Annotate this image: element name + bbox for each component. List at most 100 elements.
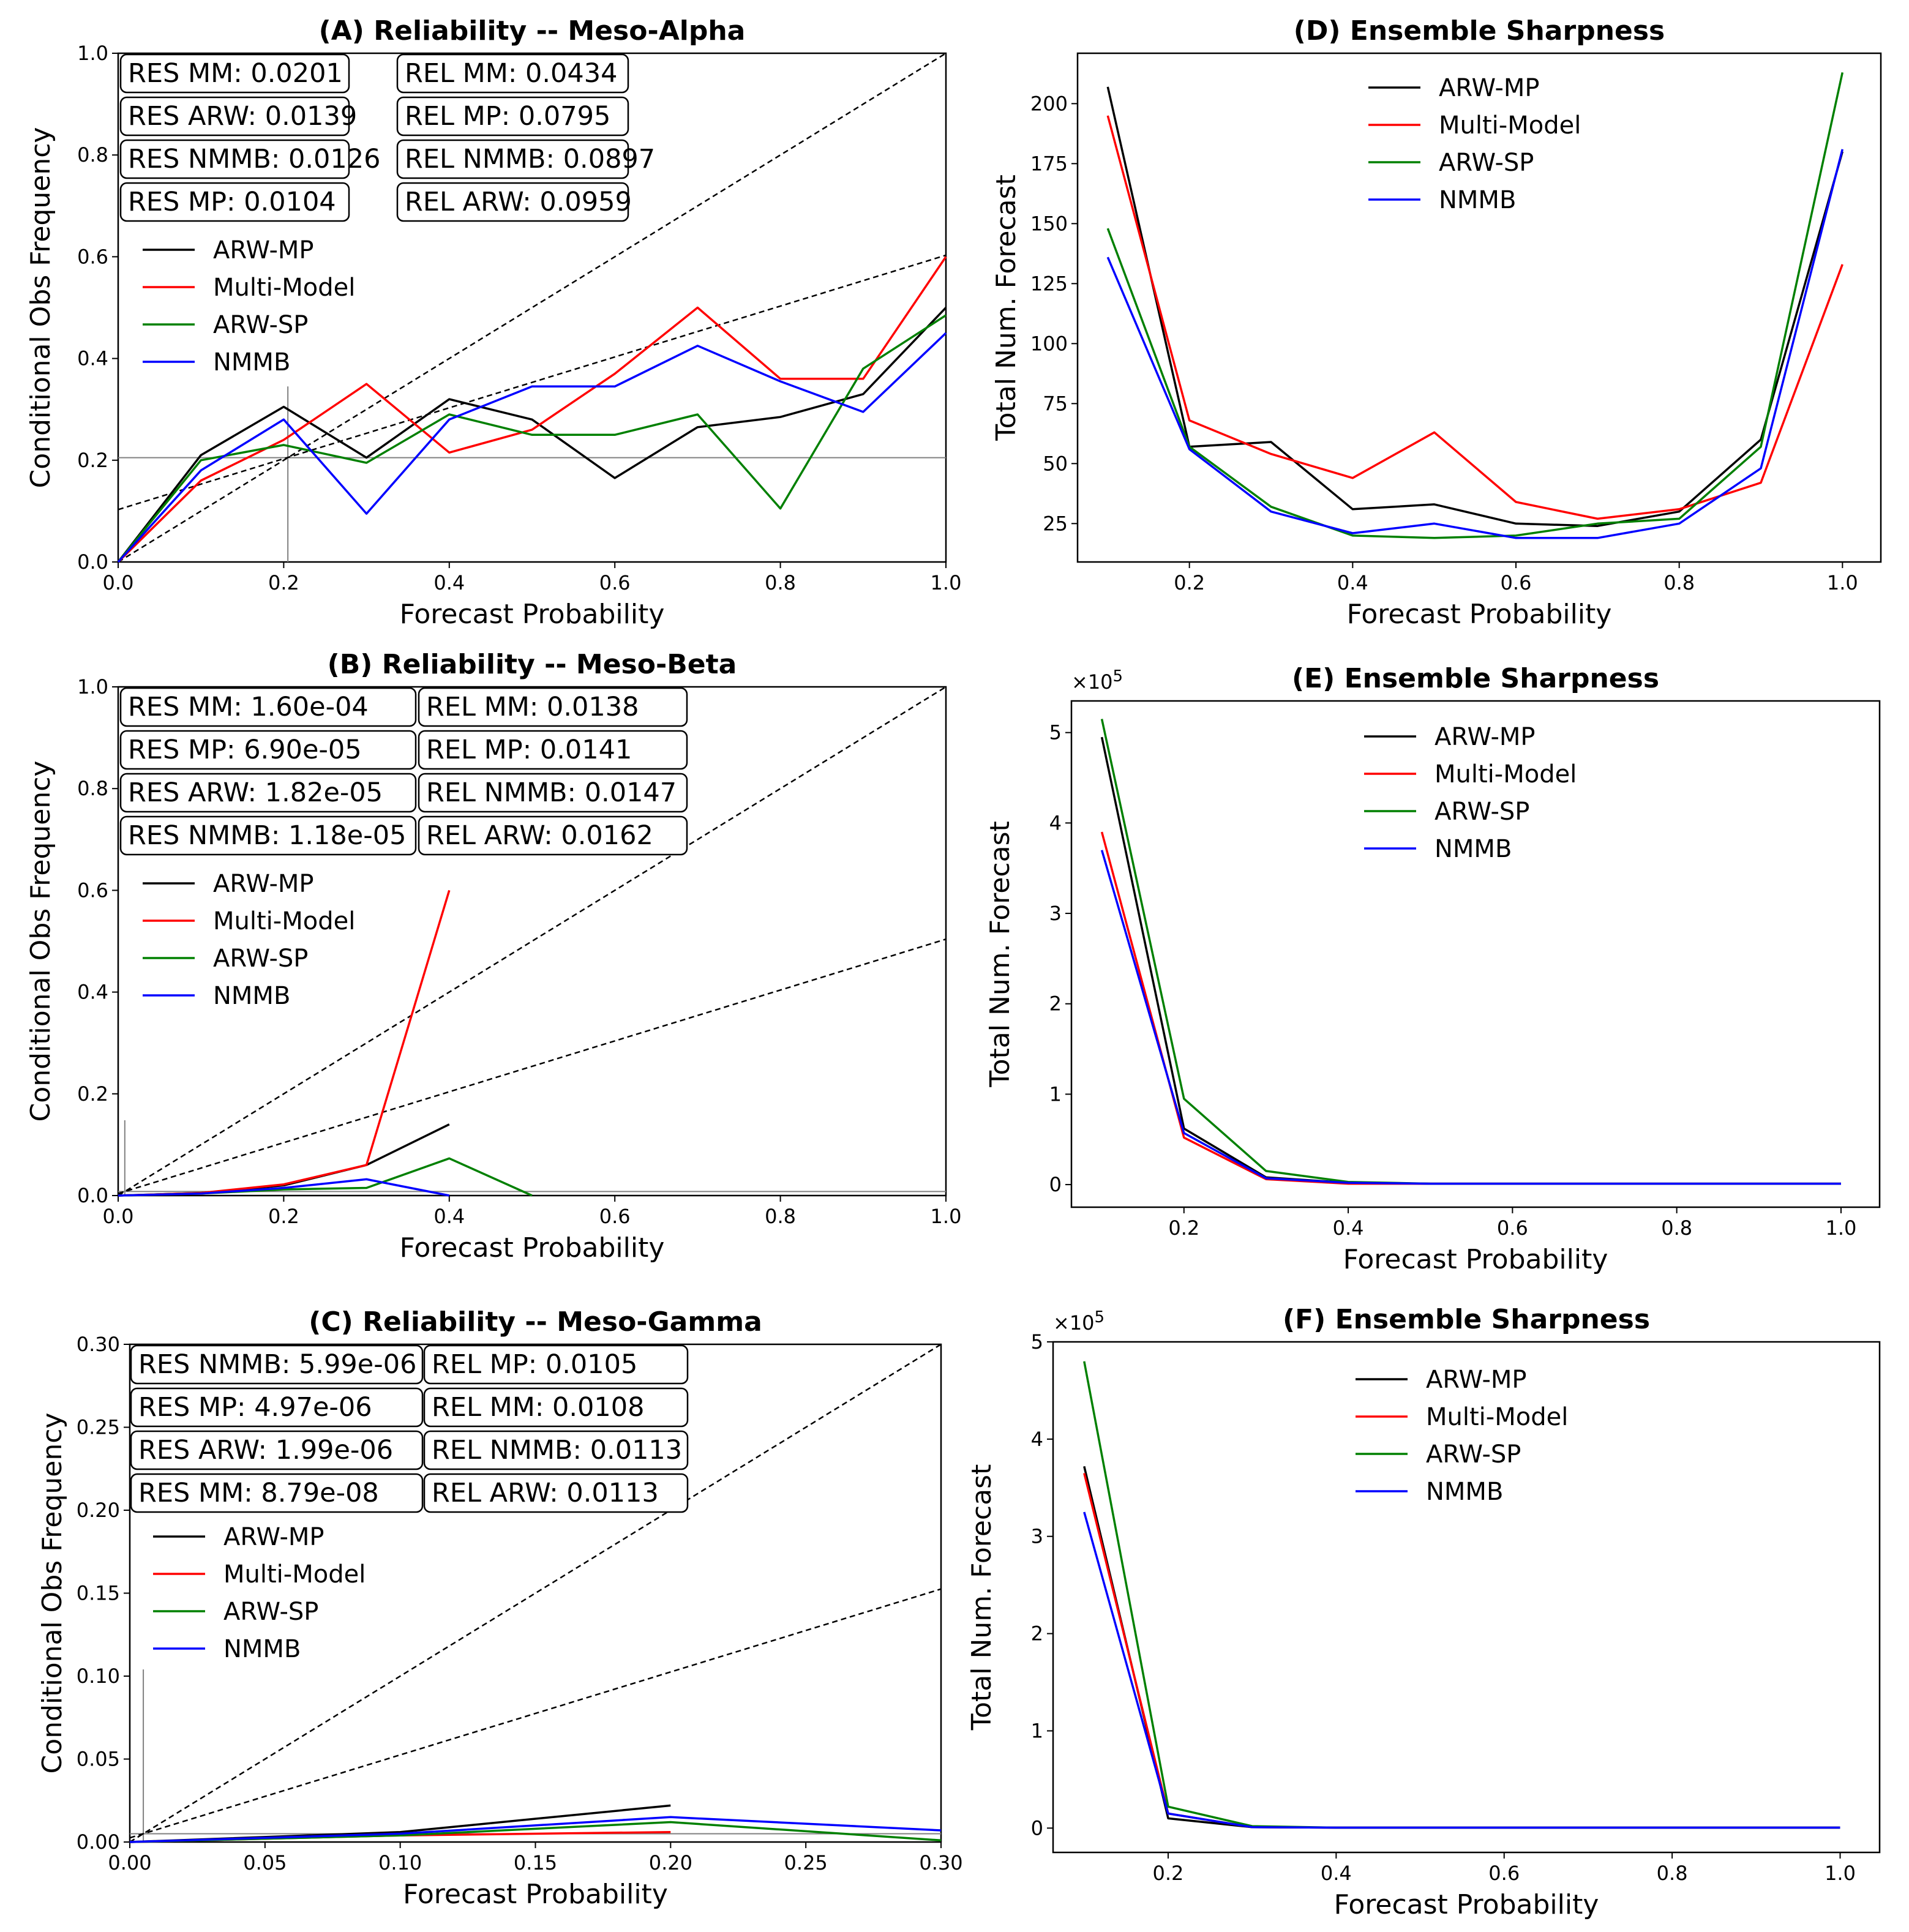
panel-d-legend-label: NMMB (1439, 186, 1516, 214)
panel-f-series-nmmb (1083, 1511, 1840, 1829)
panel-d-ytick-label: 75 (1043, 392, 1068, 415)
panel-b-rel-text: REL MM: 0.0138 (426, 692, 639, 722)
panel-b-series-nmmb (118, 1178, 450, 1197)
panel-e-title: (E) Ensemble Sharpness (1292, 663, 1659, 694)
panel-f-ytick-label: 0 (1031, 1816, 1043, 1840)
panel-b-xtick-label: 0.0 (103, 1205, 134, 1228)
panel-b-legend-label: NMMB (213, 982, 290, 1010)
panel-c-res-text: RES ARW: 1.99e-06 (138, 1435, 393, 1466)
panel-c-res-text: RES MM: 8.79e-08 (138, 1478, 379, 1508)
panel-a-series-arw-mp (117, 307, 947, 563)
panel-a-title: (A) Reliability -- Meso-Alpha (319, 15, 746, 47)
panel-b-title: (B) Reliability -- Meso-Beta (328, 649, 737, 680)
panel-d-xtick-label: 0.8 (1663, 571, 1695, 594)
panel-a-legend-label: ARW-SP (213, 311, 308, 339)
panel-a-res-text: RES MM: 0.0201 (128, 58, 343, 89)
panel-a-xtick-label: 0.2 (268, 571, 299, 594)
panel-d: (D) Ensemble Sharpness 0.2 0.4 0.6 0.8 1.0 25 5… (991, 15, 1882, 630)
panel-d-xtick-label: 0.4 (1337, 571, 1368, 594)
panel-e: (E) Ensemble Sharpness 0.2 0.4 0.6 0.8 1.0 0 1 2… (985, 663, 1881, 1275)
panel-c-ytick-label: 0.10 (77, 1664, 120, 1688)
panel-b-xtick-label: 0.6 (599, 1205, 631, 1228)
panel-c-rel-text: REL NMMB: 0.0113 (432, 1435, 682, 1466)
panel-e-scale-exponent: 5 (1113, 667, 1123, 686)
panel-a-no-skill-line (118, 254, 947, 511)
panel-a-rel-box (396, 96, 629, 137)
panel-c-rel-text: REL MM: 0.0108 (432, 1392, 645, 1423)
panel-e-ytick-label: 0 (1049, 1173, 1062, 1196)
panel-c-res-box (130, 1430, 424, 1470)
panel-d-legend-label: ARW-MP (1439, 74, 1540, 102)
panel-d-xtick-label: 1.0 (1827, 571, 1858, 594)
panel-d-xtick-label: 0.2 (1174, 571, 1205, 594)
panel-f-xtick-label: 0.6 (1488, 1862, 1520, 1885)
panel-a-rel-text: REL ARW: 0.0959 (405, 187, 632, 217)
panel-c: (C) Reliability -- Meso-Gamma 0.00 0.05 0.1… (37, 1306, 963, 1910)
panel-a-ytick-label: 1.0 (77, 42, 108, 65)
panel-d-ytick-label: 150 (1030, 212, 1068, 235)
panel-c-rel-box (423, 1344, 689, 1385)
panel-b-xlabel: Forecast Probability (400, 1232, 665, 1264)
panel-c-legend-label: NMMB (223, 1635, 301, 1663)
panel-c-ytick-label: 0.00 (77, 1830, 120, 1854)
panel-c-xtick-label: 0.10 (378, 1851, 422, 1874)
panel-c-rel-text: REL MP: 0.0105 (432, 1349, 637, 1380)
panel-b-legend-label: ARW-SP (213, 945, 308, 973)
panel-d-ytick-label: 125 (1030, 272, 1068, 295)
panel-d-ytick-label: 100 (1030, 332, 1068, 355)
panel-b-rel-text: REL ARW: 0.0162 (426, 820, 653, 851)
panel-f-title: (F) Ensemble Sharpness (1283, 1304, 1650, 1335)
panel-f-ytick-label: 3 (1031, 1525, 1043, 1548)
panel-e-xtick-label: 0.4 (1333, 1216, 1364, 1240)
panel-c-ylabel: Conditional Obs Frequency (37, 1413, 68, 1774)
panel-a-legend-label: ARW-MP (213, 236, 314, 264)
panel-d-ytick-label: 175 (1030, 152, 1068, 175)
panel-e-axes-frame (1070, 700, 1881, 1208)
panel-e-xtick-label: 0.8 (1661, 1216, 1692, 1240)
panel-f-xtick-label: 1.0 (1825, 1862, 1856, 1885)
panel-e-ytick-label: 5 (1049, 721, 1062, 744)
panel-a-ylabel: Conditional Obs Frequency (25, 127, 56, 489)
panel-a-rel-text: REL NMMB: 0.0897 (405, 144, 655, 174)
panel-b-ylabel: Conditional Obs Frequency (25, 761, 56, 1122)
panel-a-ytick-label: 0.6 (77, 245, 108, 268)
panel-b-res-box (119, 687, 417, 727)
panel-a-rel-text: REL MM: 0.0434 (405, 58, 618, 89)
panel-c-res-box (130, 1387, 424, 1428)
panel-a-xlabel: Forecast Probability (400, 599, 665, 630)
panel-e-legend-label: NMMB (1435, 835, 1512, 863)
panel-b-xtick-label: 0.4 (433, 1205, 465, 1228)
panel-c-rel-box (423, 1473, 689, 1513)
panel-e-ytick-label: 1 (1049, 1082, 1062, 1106)
panel-c-xtick-label: 0.20 (649, 1851, 692, 1874)
panel-d-axes-frame (1076, 52, 1882, 563)
panel-b-rel-box (418, 730, 688, 770)
panel-d-legend-label: Multi-Model (1439, 111, 1581, 140)
panel-f-xtick-label: 0.2 (1153, 1862, 1184, 1885)
panel-a-rel-box (396, 139, 629, 179)
panel-c-series-nmmb (129, 1816, 942, 1843)
panel-c-res-box (130, 1473, 424, 1513)
panel-b-ytick-label: 0.4 (77, 981, 108, 1004)
panel-c-ytick-label: 0.15 (77, 1582, 120, 1605)
panel-c-title: (C) Reliability -- Meso-Gamma (309, 1306, 762, 1338)
panel-a-xtick-label: 1.0 (931, 571, 962, 594)
panel-a-res-text: RES MP: 0.0104 (128, 187, 336, 217)
panel-b-res-box (119, 773, 417, 813)
panel-b-legend-label: ARW-MP (213, 870, 314, 898)
panel-a-xtick-label: 0.6 (599, 571, 631, 594)
panel-a-legend-label: NMMB (213, 348, 290, 376)
panel-b-res-box (119, 815, 417, 856)
panel-a-rel-text: REL MP: 0.0795 (405, 101, 610, 132)
panel-c-res-box (130, 1344, 424, 1385)
panel-b-rel-box (418, 773, 688, 813)
panel-f-legend-label: Multi-Model (1426, 1403, 1568, 1431)
panel-b-ytick-label: 0.0 (77, 1184, 108, 1207)
panel-d-ytick-label: 25 (1043, 512, 1068, 535)
panel-d-series-arw-sp (1106, 72, 1844, 539)
panel-f: (F) Ensemble Sharpness 0.2 0.4 0.6 0.8 1.0 0 1 2… (966, 1304, 1881, 1920)
panel-c-perfect-reliability-line (129, 1343, 942, 1843)
panel-c-no-skill-line (129, 1588, 942, 1839)
panel-f-ylabel: Total Num. Forecast (966, 1464, 997, 1731)
panel-d-xlabel: Forecast Probability (1347, 599, 1612, 630)
